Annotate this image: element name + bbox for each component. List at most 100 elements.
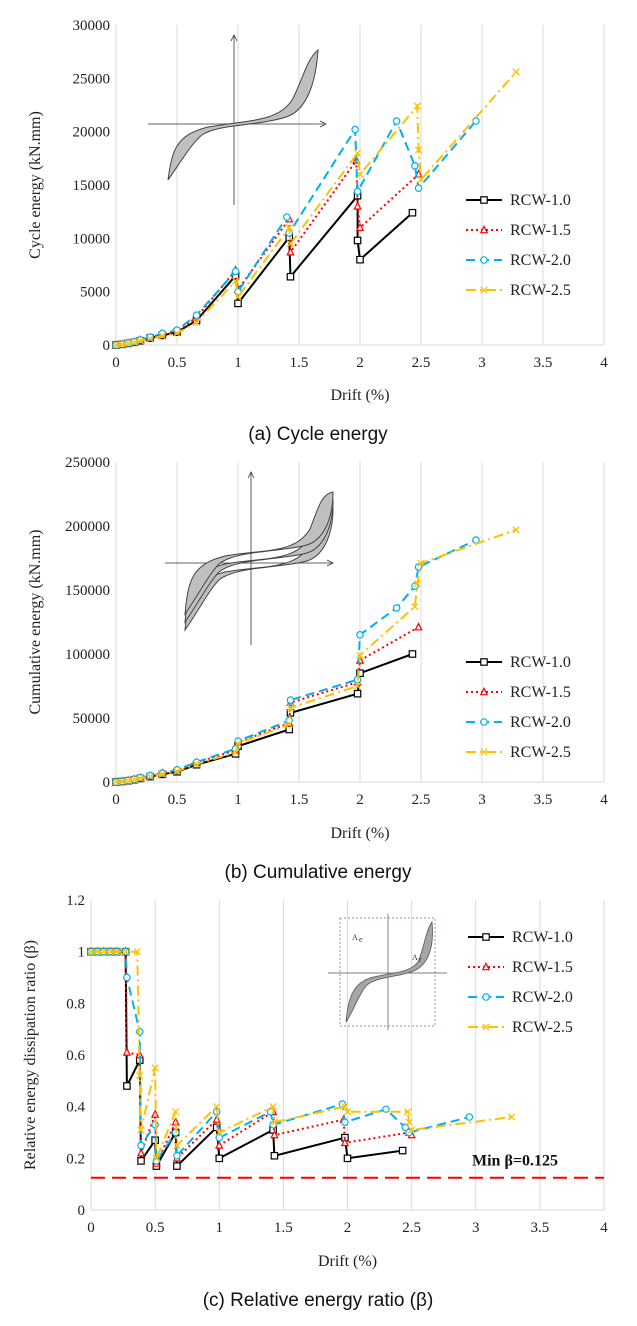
legend-entry: RCW-2.5 xyxy=(466,744,571,761)
legend-marker xyxy=(479,686,489,696)
data-point xyxy=(231,267,240,276)
data-point xyxy=(417,559,425,567)
x-tick-label: 2.5 xyxy=(402,1220,421,1236)
data-point xyxy=(123,1082,131,1090)
y-tick-label: 0.8 xyxy=(66,996,85,1012)
legend-entry: RCW-2.0 xyxy=(466,252,571,269)
data-point xyxy=(285,720,293,729)
y-tick-label: 0.2 xyxy=(66,1151,85,1167)
x-tick-label: 1 xyxy=(234,355,242,371)
data-point xyxy=(392,604,401,612)
y-tick-label: 150000 xyxy=(65,583,110,599)
data-point xyxy=(353,682,362,690)
series-RCW-2.5 xyxy=(87,948,516,1162)
data-point xyxy=(158,770,167,778)
data-point xyxy=(353,187,362,196)
legend-marker xyxy=(480,658,488,666)
y-tick-label: 0 xyxy=(78,1203,86,1219)
data-point xyxy=(465,1113,474,1121)
legend-label: RCW-2.5 xyxy=(510,282,571,299)
data-point xyxy=(171,1108,180,1116)
data-point xyxy=(269,1103,277,1111)
data-point xyxy=(512,68,520,76)
data-point xyxy=(106,948,114,956)
series-RCW-2.0 xyxy=(112,536,480,786)
data-point xyxy=(411,602,419,611)
x-axis-title: Drift (%) xyxy=(330,387,389,404)
legend-label: RCW-1.5 xyxy=(510,222,571,239)
data-point xyxy=(173,1162,181,1170)
data-point xyxy=(286,247,295,256)
legend-entry: RCW-1.5 xyxy=(466,684,571,701)
legend-entry: RCW-2.5 xyxy=(468,1019,573,1036)
chart-panel-2: 0 0.5 1 1.5 2 2.5 3 3.5 4 0 50000 100000 150000 20000… xyxy=(27,455,608,883)
legend-entry: RCW-1.0 xyxy=(466,192,571,209)
data-point xyxy=(124,339,132,348)
data-point xyxy=(414,184,423,193)
data-point xyxy=(408,650,417,658)
data-point xyxy=(286,272,295,281)
data-point xyxy=(356,669,364,678)
inset-arrow-x xyxy=(319,120,327,128)
legend-marker xyxy=(480,286,488,294)
inset-arrow-y xyxy=(230,34,238,42)
data-point xyxy=(234,739,242,748)
inset-diagram xyxy=(148,34,327,205)
data-point xyxy=(356,630,364,639)
inset-diagram xyxy=(165,471,334,645)
data-point xyxy=(405,1118,413,1126)
legend-entry: RCW-1.5 xyxy=(466,222,571,239)
y-tick-label: 1 xyxy=(78,945,86,961)
legend-label: RCW-2.5 xyxy=(512,1019,573,1036)
x-tick-label: 2 xyxy=(356,355,364,371)
data-point xyxy=(356,170,364,178)
data-point xyxy=(270,1130,279,1139)
data-point xyxy=(146,334,154,343)
data-point xyxy=(123,973,131,982)
data-point xyxy=(215,1154,224,1163)
y-tick-label: 50000 xyxy=(73,711,111,727)
x-tick-label: 3.5 xyxy=(534,792,553,808)
data-point xyxy=(353,149,362,157)
data-point xyxy=(392,117,401,125)
data-point xyxy=(137,1141,145,1150)
y-tick-label: 30000 xyxy=(73,18,111,34)
series-line xyxy=(115,192,414,346)
series-RCW-2.0 xyxy=(87,947,474,1165)
series-line xyxy=(115,71,517,346)
series-line xyxy=(115,157,420,346)
legend-label: RCW-2.0 xyxy=(512,989,573,1006)
data-point xyxy=(136,774,145,783)
data-point xyxy=(124,777,132,785)
data-point xyxy=(173,1151,181,1160)
x-tick-label: 0.5 xyxy=(168,355,187,371)
inset-label-1: A xyxy=(352,933,358,942)
series-line xyxy=(115,118,477,346)
data-point xyxy=(356,651,364,659)
y-tick-label: 100000 xyxy=(65,647,110,663)
data-point xyxy=(137,1157,145,1165)
inset-hysteresis-loop-2 xyxy=(184,499,334,624)
series-RCW-1.5 xyxy=(111,622,423,786)
x-tick-label: 1 xyxy=(216,1220,224,1236)
data-point xyxy=(404,1108,412,1116)
data-point xyxy=(133,948,141,956)
x-tick-label: 2 xyxy=(356,792,364,808)
data-point xyxy=(353,689,362,698)
data-point xyxy=(353,201,362,210)
legend-label: RCW-2.0 xyxy=(510,252,571,269)
legend-marker xyxy=(480,196,488,204)
data-point xyxy=(118,340,126,349)
data-point xyxy=(414,146,423,154)
inset-dotted-box xyxy=(339,917,436,1027)
data-point xyxy=(417,176,425,184)
data-point xyxy=(122,1047,132,1056)
data-point xyxy=(121,948,130,956)
data-point xyxy=(231,748,240,757)
legend-label: RCW-2.0 xyxy=(510,714,571,731)
legend-marker xyxy=(480,718,488,726)
data-point xyxy=(136,1072,144,1080)
